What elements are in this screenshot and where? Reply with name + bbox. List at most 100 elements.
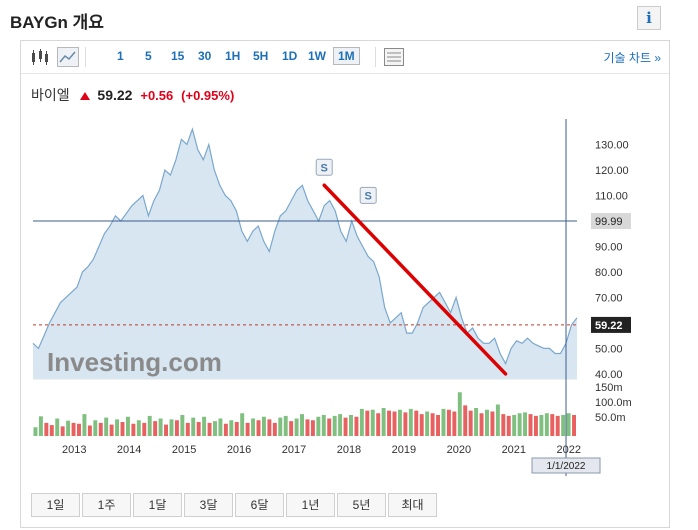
volume-bar (316, 416, 321, 436)
volume-tick-label: 150m (595, 382, 623, 394)
range-3m-button[interactable]: 3달 (184, 493, 233, 517)
range-6m-button[interactable]: 6달 (235, 493, 284, 517)
volume-bar (185, 422, 190, 436)
x-tick-label: 2014 (117, 444, 141, 456)
volume-bar (261, 416, 266, 436)
page-title: BAYGn 개요 (10, 13, 104, 32)
volume-bar (419, 414, 424, 436)
volume-bar (457, 392, 462, 436)
volume-tick-label: 100.0m (595, 397, 632, 409)
table-icon[interactable] (383, 47, 405, 67)
volume-bar (147, 415, 152, 436)
volume-bar (229, 420, 234, 436)
volume-bar (251, 418, 256, 436)
volume-bar (533, 415, 538, 436)
range-max-button[interactable]: 최대 (388, 493, 437, 517)
y-tick-label: 90.00 (595, 241, 623, 253)
volume-bar (572, 415, 576, 436)
volume-bar (109, 424, 114, 436)
volume-bar (71, 422, 76, 436)
volume-bar (267, 419, 272, 436)
x-tick-label: 2022 (557, 444, 581, 456)
volume-bar (479, 413, 484, 436)
volume-bar (338, 414, 343, 436)
volume-bar (506, 415, 511, 436)
volume-bar (93, 420, 98, 436)
volume-bar (392, 411, 397, 436)
volume-bar (310, 420, 315, 436)
up-arrow-icon (79, 92, 90, 100)
volume-bar (397, 409, 402, 436)
volume-bar (33, 427, 38, 436)
volume-bar (403, 412, 408, 436)
interval-1-button[interactable]: 1 (117, 49, 124, 63)
watermark-logo: Investing.com (47, 347, 222, 377)
volume-bar (430, 413, 435, 436)
volume-bar (125, 416, 130, 436)
volume-bar (528, 414, 533, 436)
volume-bar (289, 421, 294, 436)
interval-30-button[interactable]: 30 (198, 49, 212, 63)
volume-bar (370, 409, 375, 436)
volume-bar (376, 413, 381, 436)
volume-bar (414, 410, 419, 436)
range-5y-button[interactable]: 5년 (337, 493, 386, 517)
volume-bar (305, 419, 310, 436)
x-tick-label: 2021 (502, 444, 526, 456)
signal-marker (315, 158, 333, 176)
technical-chart-link[interactable]: 기술 차트 » (603, 51, 661, 65)
interval-5-button[interactable]: 5 (145, 49, 152, 63)
x-tick-label: 2013 (62, 444, 86, 456)
price-chart[interactable]: Investing.com 130.00 120.00 110.00 90.00 80.0… (21, 111, 667, 491)
volume-bar (446, 409, 451, 436)
volume-bar (196, 422, 201, 436)
volume-bar (180, 415, 185, 436)
volume-bar (77, 423, 81, 436)
area-chart-icon[interactable] (57, 47, 79, 67)
info-icon[interactable]: i (637, 6, 661, 30)
signal-marker (359, 186, 377, 204)
volume-bar (218, 418, 223, 436)
range-1m-button[interactable]: 1달 (133, 493, 182, 517)
x-tick-label: 2015 (172, 444, 196, 456)
x-tick-label: 2020 (447, 444, 471, 456)
volume-bar (343, 417, 348, 436)
x-tick-label: 2016 (227, 444, 251, 456)
volume-bar (490, 411, 495, 436)
y-tick-label: 130.00 (595, 139, 629, 151)
y-tick-label: 120.00 (595, 165, 629, 177)
volume-bar (354, 416, 359, 436)
range-1y-button[interactable]: 1년 (286, 493, 335, 517)
y-tick-label: 70.00 (595, 292, 623, 304)
volume-bar (169, 419, 174, 436)
volume-bar (523, 412, 528, 436)
volume-bar (153, 421, 158, 436)
quote-line: 바이엘 59.22 +0.56 (+0.95%) (31, 85, 234, 105)
y-tick-label: 80.00 (595, 267, 623, 279)
volume-bar (463, 405, 468, 436)
signal-marker-label: S (365, 190, 372, 202)
range-1w-button[interactable]: 1주 (82, 493, 131, 517)
volume-bar (158, 418, 163, 436)
volume-bar (387, 410, 392, 436)
interval-5h-button[interactable]: 5H (253, 49, 269, 63)
interval-1d-button[interactable]: 1D (282, 49, 298, 63)
candlestick-icon[interactable] (29, 47, 51, 67)
range-1d-button[interactable]: 1일 (31, 493, 80, 517)
chart-toolbar: 1 5 15 30 1H 5H 1D 1W 1M 기술 차트 » (21, 41, 669, 74)
volume-bar (234, 422, 239, 436)
volume-bar (550, 414, 555, 436)
y-tick-label: 110.00 (595, 190, 628, 202)
volume-bar (66, 420, 71, 436)
volume-bar (82, 414, 87, 436)
crosshair-date-box (531, 457, 601, 474)
interval-15-button[interactable]: 15 (171, 49, 185, 63)
volume-bar (425, 411, 430, 436)
volume-bar (452, 411, 457, 436)
interval-1m-button[interactable]: 1M (333, 47, 360, 65)
volume-tick-label: 50.0m (595, 412, 626, 424)
x-tick-label: 2018 (337, 444, 361, 456)
interval-1w-button[interactable]: 1W (308, 49, 326, 63)
price-change-percent: (+0.95%) (181, 88, 235, 103)
interval-1h-button[interactable]: 1H (225, 49, 241, 63)
